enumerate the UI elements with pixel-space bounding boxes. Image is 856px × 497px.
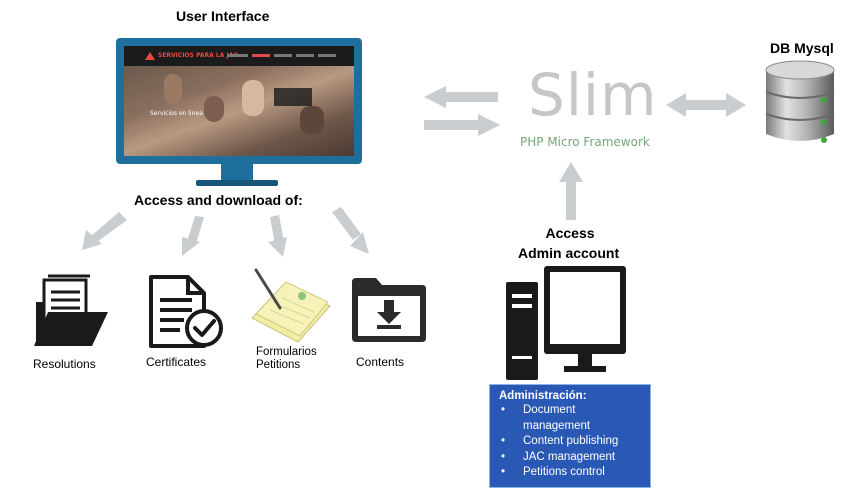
- arrow-to-contents-icon: [332, 207, 369, 254]
- slim-logo-text: Slim: [528, 61, 658, 129]
- arrow-to-certificates-icon: [182, 216, 204, 256]
- download-arrows: [82, 207, 369, 257]
- access-download-title: Access and download of:: [134, 192, 303, 208]
- administration-title: Administración:: [499, 390, 587, 402]
- arrow-to-petitions-icon: [268, 215, 287, 257]
- user-interface-title: User Interface: [176, 8, 270, 24]
- brand-logo-icon: [145, 52, 155, 60]
- database-icon: [765, 60, 835, 143]
- screen-caption: Servicios en linea: [150, 110, 203, 117]
- contents-label: Contents: [356, 355, 405, 369]
- slim-db-double-arrow-icon: [666, 93, 746, 117]
- screen-nav-item: [228, 54, 248, 57]
- photo-figure: [300, 106, 324, 134]
- list-item: JAC management: [501, 450, 644, 466]
- certificate-check-icon: [149, 275, 223, 348]
- photo-figure: [242, 80, 264, 116]
- photo-figure: [204, 96, 224, 122]
- arrow-to-resolutions-icon: [82, 212, 127, 250]
- list-item: Content publishing: [501, 434, 644, 450]
- petitions-label: Formularios Petitions: [256, 346, 317, 371]
- desktop-computer-icon: [506, 266, 626, 380]
- screen-hero-photo: [124, 66, 354, 156]
- administration-list: Document management Content publishing J…: [499, 403, 644, 481]
- certificates-label: Certificates: [146, 355, 207, 369]
- monitor-stand-neck: [221, 164, 253, 180]
- screen-nav-item: [274, 54, 292, 57]
- resolutions-label: Resolutions: [33, 357, 96, 371]
- photo-figure: [164, 74, 182, 104]
- administration-panel: Administración: Document management Cont…: [489, 384, 651, 488]
- admin-to-slim-arrow-icon: [559, 162, 583, 220]
- screen-nav-item: [296, 54, 314, 57]
- slim-subtitle: PHP Micro Framework: [520, 135, 650, 149]
- screen-dropdown-menu: [274, 88, 312, 106]
- screen-navbar: SERVICIOS PARA LA JAC: [124, 46, 354, 66]
- access-label: Access: [545, 225, 595, 241]
- db-title: DB Mysql: [770, 40, 834, 56]
- folder-download-icon: [352, 278, 426, 342]
- pen-paper-icon: [251, 268, 331, 343]
- admin-account-label: Admin account: [518, 245, 620, 261]
- screen-nav-item: [318, 54, 336, 57]
- screen-nav-item: [252, 54, 270, 57]
- list-item: Petitions control: [501, 465, 644, 481]
- screen-brand: SERVICIOS PARA LA JAC: [158, 52, 238, 59]
- monitor-stand-foot: [196, 180, 278, 186]
- list-item: Document management: [501, 403, 644, 434]
- ui-slim-exchange-arrows-icon: [424, 86, 500, 136]
- user-interface-screen: SERVICIOS PARA LA JAC Servicios en linea: [124, 46, 354, 156]
- folder-documents-icon: [34, 274, 108, 346]
